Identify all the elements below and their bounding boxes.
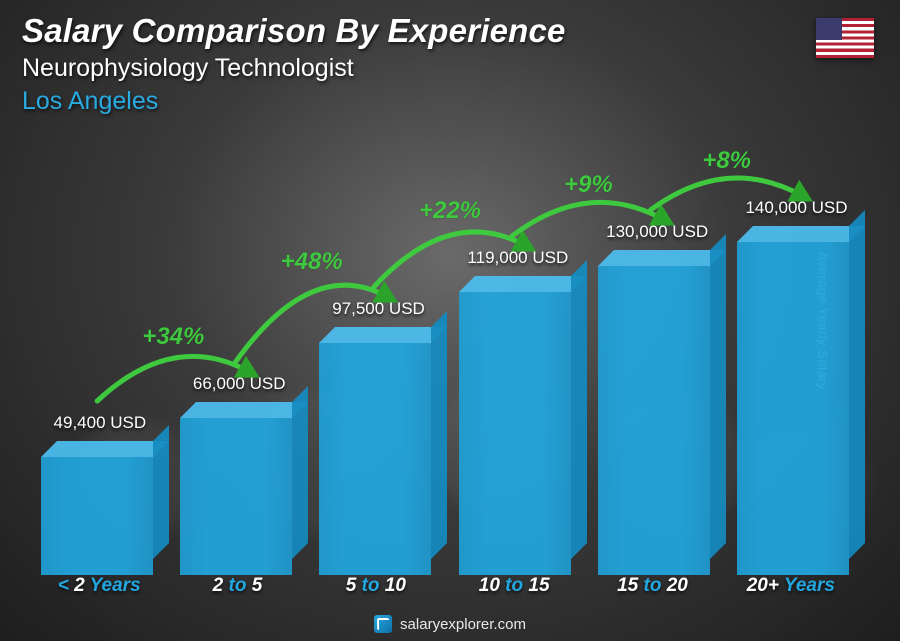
bar: 130,000 USD — [598, 266, 710, 575]
bar: 49,400 USD — [41, 457, 153, 575]
chart-title: Salary Comparison By Experience — [22, 12, 566, 50]
bar-slot: 140,000 USD — [727, 105, 860, 575]
value-label: 97,500 USD — [299, 299, 459, 319]
category-label: 5 to 10 — [307, 575, 445, 603]
bar: 140,000 USD — [737, 242, 849, 575]
bar-slot: 130,000 USD — [587, 105, 720, 575]
bar: 66,000 USD — [180, 418, 292, 575]
value-label: 130,000 USD — [577, 222, 737, 242]
footer: salaryexplorer.com — [374, 615, 526, 633]
category-label: 15 to 20 — [583, 575, 721, 603]
salary-chart: +34%+48%+22%+9%+8% 49,400 USD66,000 USD9… — [30, 83, 860, 603]
site-logo-icon — [374, 615, 392, 633]
flag-icon — [816, 18, 874, 58]
category-label: < 2 Years — [30, 575, 168, 603]
bar-slot: 119,000 USD — [448, 105, 581, 575]
value-label: 140,000 USD — [716, 198, 876, 218]
bar: 97,500 USD — [319, 343, 431, 575]
bar: 119,000 USD — [459, 292, 571, 575]
category-labels: < 2 Years2 to 55 to 1010 to 1515 to 2020… — [30, 575, 860, 603]
category-label: 2 to 5 — [168, 575, 306, 603]
bar-slot: 49,400 USD — [30, 105, 163, 575]
value-label: 49,400 USD — [20, 413, 180, 433]
value-label: 119,000 USD — [438, 248, 598, 268]
chart-subtitle: Neurophysiology Technologist — [22, 54, 566, 83]
bar-slot: 66,000 USD — [169, 105, 302, 575]
value-label: 66,000 USD — [159, 374, 319, 394]
category-label: 20+ Years — [722, 575, 860, 603]
bar-slot: 97,500 USD — [309, 105, 442, 575]
bars-container: 49,400 USD66,000 USD97,500 USD119,000 US… — [30, 105, 860, 575]
category-label: 10 to 15 — [445, 575, 583, 603]
site-name: salaryexplorer.com — [400, 616, 526, 633]
